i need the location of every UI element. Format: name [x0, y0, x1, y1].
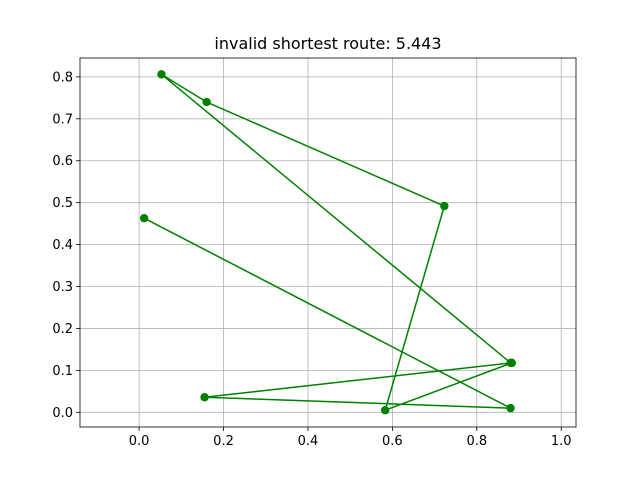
y-tick-label: 0.6: [52, 154, 73, 169]
route-point: [139, 213, 149, 223]
route-point: [380, 406, 390, 415]
x-tick-label: 1.0: [551, 434, 572, 449]
x-tick-label: 0.0: [129, 434, 150, 449]
y-tick-label: 0.8: [52, 70, 73, 85]
x-tick-label: 0.8: [466, 434, 487, 449]
route-point: [506, 358, 515, 368]
route-series: [139, 70, 517, 415]
axes: 0.0 0.2 0.4 0.6 0.8 1.0 0.0 0.1 0.2 0.3 0.4 0.5 0.6 0…: [52, 57, 577, 449]
route-line: [143, 73, 513, 411]
y-tick-label: 0.2: [52, 322, 73, 337]
y-tick-label: 0.0: [52, 406, 73, 421]
route-point: [202, 97, 211, 107]
plot-frame: [79, 57, 577, 428]
y-tick-label: 0.4: [52, 238, 73, 253]
x-tick-label: 0.4: [298, 434, 319, 449]
route-point: [200, 393, 209, 402]
y-tick-label: 0.1: [52, 364, 73, 379]
x-tick-label: 0.2: [213, 434, 234, 449]
chart-title: invalid shortest route: 5.443: [214, 34, 441, 53]
route-point: [157, 70, 166, 79]
grid: [80, 58, 576, 427]
route-point: [506, 403, 515, 413]
x-tick-label: 0.6: [382, 434, 403, 449]
y-tick-label: 0.5: [52, 196, 73, 211]
y-tick-label: 0.3: [52, 280, 73, 295]
y-tick-label: 0.7: [52, 112, 73, 127]
route-point: [440, 201, 449, 211]
